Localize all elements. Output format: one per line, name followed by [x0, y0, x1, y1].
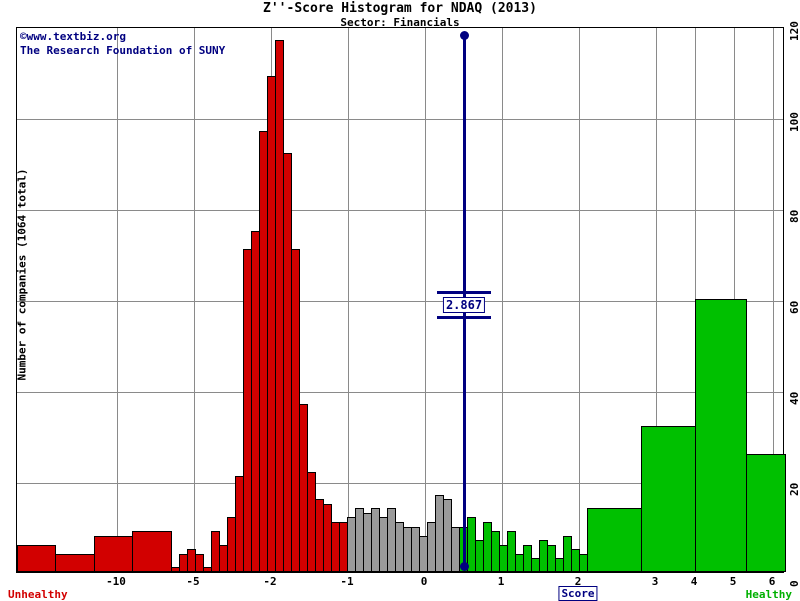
x-axis-tick-label: 5 [729, 575, 737, 588]
x-axis-tick-label: -5 [186, 575, 200, 588]
y-axis-tick-label: 60 [788, 300, 800, 314]
x-axis-tick-label: 6 [768, 575, 776, 588]
histogram-bar [695, 299, 747, 572]
score-marker-value: 2.867 [442, 297, 486, 313]
gridline-v [348, 28, 349, 572]
x-axis-tick-label: 2 [574, 575, 582, 588]
x-axis-healthy-label: Healthy [745, 588, 792, 601]
score-marker-bracket-top [437, 291, 491, 294]
gridline-h [17, 483, 783, 484]
score-marker-top-dot [459, 31, 469, 40]
x-axis-tick-label: -1 [340, 575, 354, 588]
y-axis-tick-label: 40 [788, 391, 800, 405]
x-axis-tick-label: -10 [106, 575, 126, 588]
gridline-h [17, 210, 783, 211]
y-axis-tick-label: 80 [788, 209, 800, 223]
histogram-bar [507, 531, 516, 572]
histogram-bar [746, 453, 786, 572]
y-axis-label: Number of companies (1064 total) [15, 168, 29, 381]
x-axis-tick-label: 0 [420, 575, 428, 588]
gridline-h [17, 392, 783, 393]
copyright-line: ©www.textbiz.org [20, 30, 126, 43]
histogram-bars [17, 28, 786, 572]
histogram-bar [547, 544, 556, 572]
gridline-v [194, 28, 195, 572]
gridline-v [773, 28, 774, 572]
gridline-v [579, 28, 580, 572]
x-axis-tick-label: 4 [690, 575, 698, 588]
y-axis-tick-label: 0 [788, 580, 800, 587]
gridline-h [17, 119, 783, 120]
histogram-bar [17, 544, 56, 572]
chart-subtitle: Sector: Financials [340, 16, 460, 29]
gridline-v [502, 28, 503, 572]
y-axis-tick-label: 20 [788, 482, 800, 496]
gridline-h [17, 301, 783, 302]
score-marker-bracket-bottom [437, 316, 491, 319]
histogram-bar [587, 508, 642, 572]
gridline-v [425, 28, 426, 572]
histogram-bar [195, 553, 204, 572]
histogram-bar [94, 535, 133, 572]
x-axis-tick-label: -2 [263, 575, 277, 588]
histogram-bar [523, 544, 532, 572]
score-marker-bottom-dot [459, 562, 469, 571]
histogram-bar [641, 426, 696, 572]
plot-area: 2.867 [16, 27, 786, 573]
x-axis-unhealthy-label: Unhealthy [8, 588, 68, 601]
y-axis-tick-label: 120 [788, 21, 800, 41]
gridline-v [656, 28, 657, 572]
y-axis-tick-label: 100 [788, 112, 800, 132]
histogram-bar [132, 531, 172, 572]
page-title: Z''-Score Histogram for NDAQ (2013) [263, 1, 537, 16]
foundation-line: The Research Foundation of SUNY [20, 44, 226, 57]
score-marker: 2.867 [17, 28, 783, 572]
x-axis-score-label: Score [558, 586, 598, 601]
x-axis-tick-label: 3 [651, 575, 659, 588]
gridline-v [117, 28, 118, 572]
x-axis-tick-label: 1 [497, 575, 505, 588]
